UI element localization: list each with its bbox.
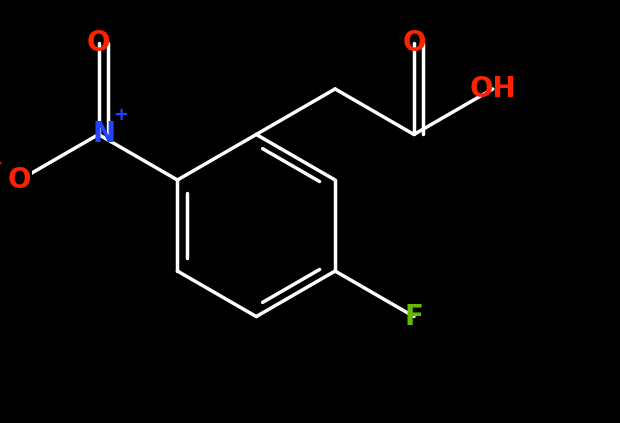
Text: F: F [404,302,423,330]
Text: OH: OH [469,75,516,103]
Text: O: O [402,30,426,58]
Text: O: O [8,166,32,194]
Text: N: N [92,121,116,148]
Text: +: + [113,106,128,124]
Text: O: O [87,30,110,58]
Text: −: − [0,154,2,173]
